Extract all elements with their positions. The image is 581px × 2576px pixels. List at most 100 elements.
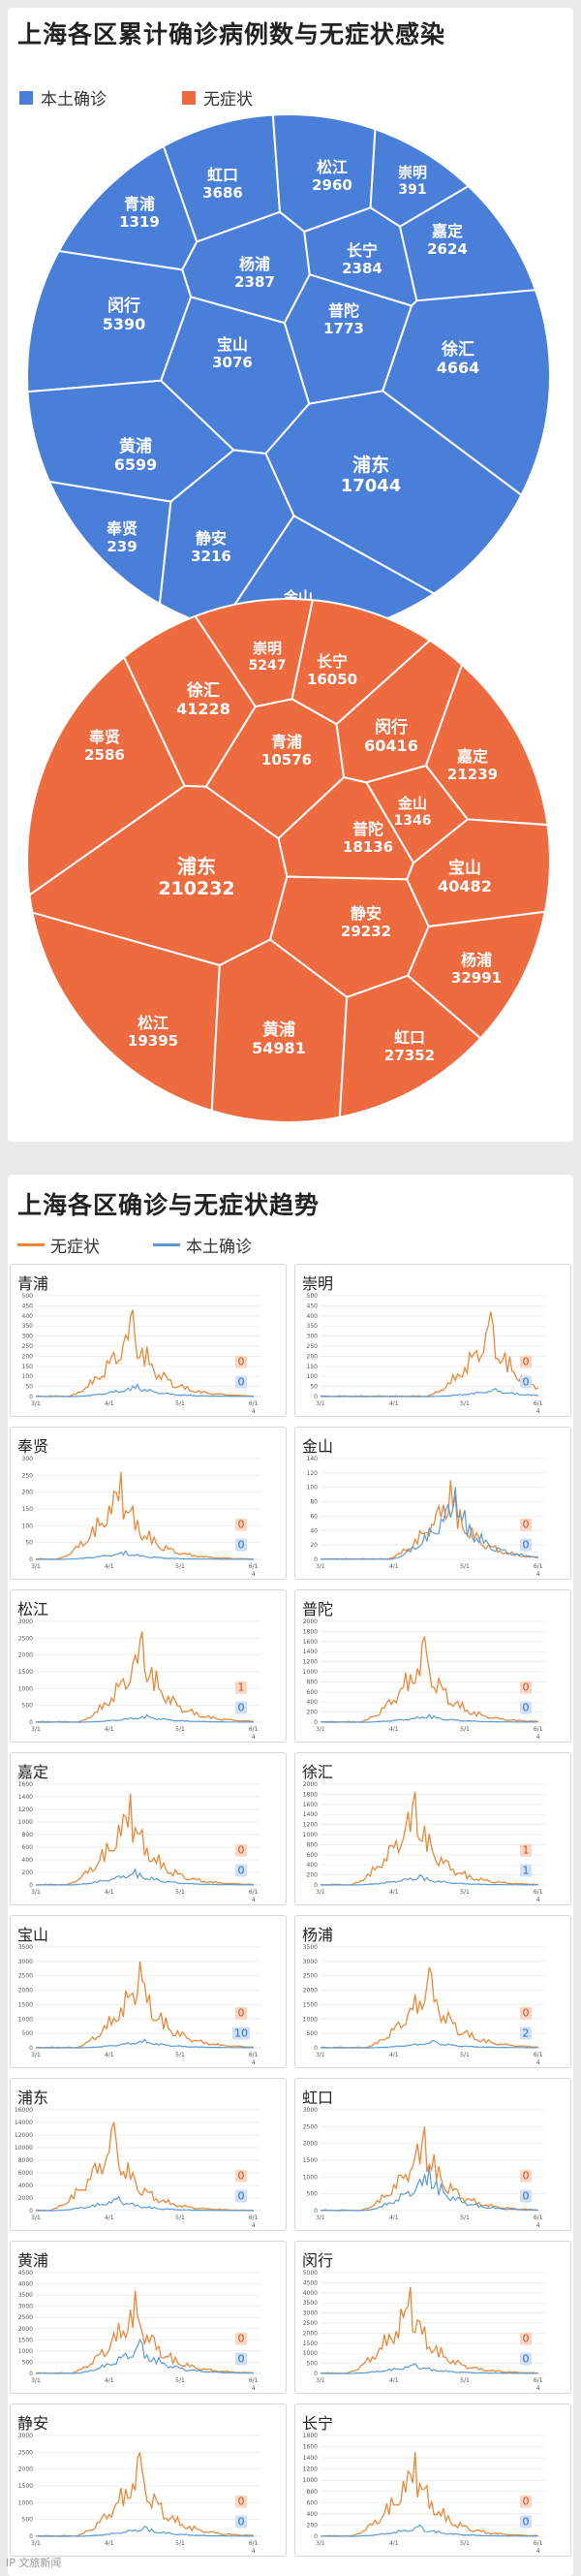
cell-district-label: 浦东 xyxy=(352,454,389,476)
svg-text:0: 0 xyxy=(238,2496,245,2508)
cell-district-label: 普陀 xyxy=(352,820,383,838)
x-tick-label: 4 xyxy=(536,2222,540,2229)
series-line-asymptomatic xyxy=(35,2290,254,2374)
x-tick-label: 4/1 xyxy=(389,1563,399,1570)
y-tick-label: 2500 xyxy=(18,1973,33,1980)
y-tick-label: 1000 xyxy=(18,1819,33,1826)
legend-label-asymptomatic: 无症状 xyxy=(203,90,253,110)
series-line-confirmed xyxy=(320,2166,538,2212)
y-tick-label: 2500 xyxy=(18,2449,33,2456)
x-tick-label: 5/1 xyxy=(175,2540,185,2547)
trend-chart: 0 50 100 150 200 250 300 3/1 4/1 5/1 6/14 0 0 xyxy=(22,1456,260,1578)
cell-district-label: 青浦 xyxy=(124,195,155,213)
cell-district-label: 奉贤 xyxy=(106,519,138,538)
cell-district-label: 静安 xyxy=(351,904,382,923)
y-tick-label: 500 xyxy=(307,2030,319,2037)
svg-text:0: 0 xyxy=(523,1681,530,1694)
y-tick-label: 6000 xyxy=(18,2170,33,2177)
legend-trend-asy: 无症状 xyxy=(17,1233,100,1257)
trend-chart: 0 200 400 600 800 1000 1200 1400 1600 1800 2000 3/1… xyxy=(303,1781,545,1903)
x-tick-label: 6/1 xyxy=(249,2377,259,2384)
y-tick-label: 14000 xyxy=(15,2120,33,2126)
cell-district-label: 浦东 xyxy=(177,855,216,878)
y-tick-label: 1000 xyxy=(303,2174,318,2181)
y-tick-label: 1000 xyxy=(303,2016,318,2023)
x-tick-label: 4 xyxy=(252,2385,256,2392)
y-tick-label: 0 xyxy=(314,1556,318,1563)
y-tick-label: 2000 xyxy=(303,2141,318,2148)
x-tick-label: 4/1 xyxy=(389,1400,399,1407)
y-tick-label: 150 xyxy=(22,1506,34,1513)
svg-text:0: 0 xyxy=(238,2333,245,2345)
y-tick-label: 1000 xyxy=(303,2477,318,2484)
x-tick-label: 5/1 xyxy=(460,1726,470,1733)
x-tick-label: 4 xyxy=(536,1897,540,1903)
y-tick-label: 1600 xyxy=(303,1639,318,1646)
badge-asymptomatic: 0 xyxy=(235,2332,247,2345)
series-line-confirmed xyxy=(36,2338,254,2374)
y-tick-label: 50 xyxy=(25,1384,33,1391)
badge-confirmed: 0 xyxy=(520,2189,532,2203)
x-tick-label: 4/1 xyxy=(105,2540,114,2547)
cell-value-label: 2624 xyxy=(427,240,468,258)
y-tick-label: 4500 xyxy=(18,2270,33,2277)
trend-card-title: 徐汇 xyxy=(302,1763,334,1781)
cell-district-label: 黄浦 xyxy=(262,1020,295,1040)
y-tick-label: 100 xyxy=(307,1373,319,1380)
series-line-asymptomatic xyxy=(35,1471,254,1560)
x-tick-label: 4 xyxy=(536,2059,540,2066)
y-tick-label: 1500 xyxy=(18,1669,33,1676)
trend-card-title: 奉贤 xyxy=(17,1437,49,1456)
y-tick-label: 0 xyxy=(29,2371,33,2377)
cell-district-label: 长宁 xyxy=(317,652,348,671)
voronoi-cell xyxy=(27,473,172,638)
legend-swatch-asymptomatic xyxy=(182,90,196,105)
y-tick-label: 200 xyxy=(22,1490,34,1496)
x-tick-label: 4/1 xyxy=(389,2377,399,2384)
x-tick-label: 3/1 xyxy=(31,1889,41,1896)
trend-card-title: 长宁 xyxy=(302,2414,334,2433)
trend-card-静安: 静安 0 500 1000 1500 2000 2500 3000 3/1 4/1 5/1 6/1 4 0… xyxy=(10,2403,287,2557)
y-tick-label: 1000 xyxy=(18,2499,33,2506)
voronoi-cell xyxy=(382,286,550,534)
y-tick-label: 2000 xyxy=(18,1652,33,1659)
y-tick-label: 3000 xyxy=(18,1959,33,1965)
legend-label-trend-conf: 本土确诊 xyxy=(186,1238,252,1257)
y-tick-label: 150 xyxy=(307,1364,319,1370)
cell-district-label: 虹口 xyxy=(207,166,238,184)
y-tick-label: 60 xyxy=(310,1513,318,1520)
y-tick-label: 2000 xyxy=(18,2195,33,2202)
y-tick-label: 1000 xyxy=(303,1832,318,1838)
y-tick-label: 3000 xyxy=(18,2304,33,2310)
trend-card-奉贤: 奉贤 0 50 100 150 200 250 300 3/1 4/1 5/1 6/1 4 0 0 xyxy=(10,1427,287,1580)
series-line-confirmed xyxy=(35,1383,254,1398)
trend-chart: 0 500 1000 1500 2000 2500 3000 3/1 4/1 5/1 6/14 0 0 xyxy=(18,2433,260,2555)
trend-panel: 上海各区确诊与无症状趋势 无症状 本土确诊 青浦 0 50 100 150 200 250 3… xyxy=(8,1175,573,2576)
x-tick-label: 4 xyxy=(252,1571,256,1578)
badge-asymptomatic: 0 xyxy=(520,1518,532,1531)
svg-text:0: 0 xyxy=(523,1356,530,1368)
x-tick-label: 5/1 xyxy=(460,2540,470,2547)
y-tick-label: 1500 xyxy=(18,2337,33,2343)
y-tick-label: 40 xyxy=(310,1527,318,1534)
series-line-confirmed xyxy=(320,1387,538,1398)
y-tick-label: 350 xyxy=(307,1323,319,1330)
svg-text:0: 0 xyxy=(238,1844,245,1857)
x-tick-label: 5/1 xyxy=(460,1889,470,1896)
y-tick-label: 140 xyxy=(307,1456,319,1462)
badge-confirmed: 0 xyxy=(235,1375,247,1389)
badge-asymptomatic: 0 xyxy=(520,1681,532,1694)
x-tick-label: 3/1 xyxy=(31,2215,41,2221)
badge-asymptomatic: 0 xyxy=(235,1355,247,1368)
series-line-confirmed xyxy=(320,2039,538,2049)
y-tick-label: 1800 xyxy=(303,1791,318,1798)
cell-value-label: 17044 xyxy=(341,476,402,496)
svg-text:0: 0 xyxy=(523,2353,530,2366)
x-tick-label: 6/1 xyxy=(534,2052,543,2058)
y-tick-label: 1200 xyxy=(303,1822,318,1829)
trend-card-宝山: 宝山 0 500 1000 1500 2000 2500 3000 3500 3/1 4/1 5/1 6… xyxy=(10,1915,287,2068)
badge-confirmed: 1 xyxy=(520,1864,532,1877)
trend-card-闵行: 闵行 0 500 1000 1500 2000 2500 3000 3500 4000 4500 50… xyxy=(294,2241,571,2394)
x-tick-label: 4/1 xyxy=(105,1889,114,1896)
